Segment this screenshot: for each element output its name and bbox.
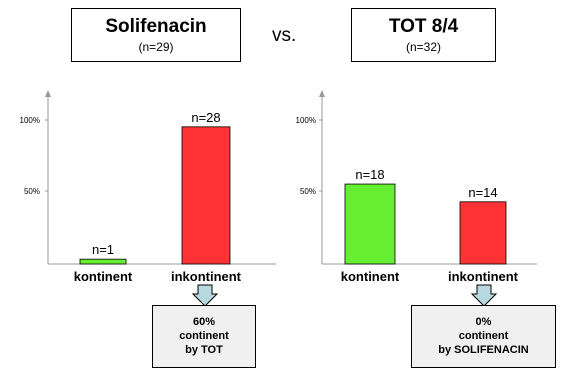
left-bar-kontinent [79, 258, 127, 265]
callout-left-line1: 60% [192, 316, 216, 328]
left-y-tick-label: 50% [24, 187, 40, 196]
vs-label: vs. [272, 25, 297, 46]
tot-title-box: TOT 8/4 (n=32) [351, 8, 496, 62]
solifenacin-title-box: Solifenacin (n=29) [71, 8, 241, 62]
right-data-label-inkontinent: n=14 [468, 185, 497, 200]
right-y-tick-label: 100% [296, 116, 316, 125]
callout-right-line3: by SOLIFENACIN [438, 344, 529, 356]
left-category-label-inkontinent: inkontinent [171, 269, 242, 284]
callout-left: 60% continent by TOT [152, 305, 256, 368]
tot-n: (n=32) [405, 40, 442, 54]
right-category-label-inkontinent: inkontinent [448, 269, 519, 284]
left-data-label-inkontinent: n=28 [191, 110, 220, 125]
left-y-axis-arrow [45, 90, 51, 97]
callout-left-line2: continent [179, 330, 229, 342]
left-data-label-kontinent: n=1 [92, 242, 114, 257]
right-bar-kontinent [344, 183, 396, 265]
right-down-arrow-icon [470, 284, 498, 307]
callout-left-line3: by TOT [185, 344, 223, 356]
right-category-label-kontinent: kontinent [341, 269, 400, 284]
right-data-label-kontinent: n=18 [355, 167, 384, 182]
left-down-arrow-icon [191, 284, 219, 307]
right-y-tick-label: 50% [300, 187, 316, 196]
right-y-axis-arrow [319, 90, 325, 97]
right-bar-inkontinent [459, 201, 507, 265]
tot-title: TOT 8/4 [388, 16, 459, 37]
callout-right-line2: continent [458, 330, 509, 342]
solifenacin-n: (n=29) [138, 40, 174, 54]
callout-right: 0% continent by SOLIFENACIN [411, 305, 556, 368]
left-y-tick-label: 100% [20, 116, 40, 125]
left-category-label-kontinent: kontinent [74, 269, 133, 284]
solifenacin-title: Solifenacin [105, 16, 207, 37]
left-bar-inkontinent [181, 126, 231, 265]
callout-right-line1: 0% [475, 316, 492, 328]
